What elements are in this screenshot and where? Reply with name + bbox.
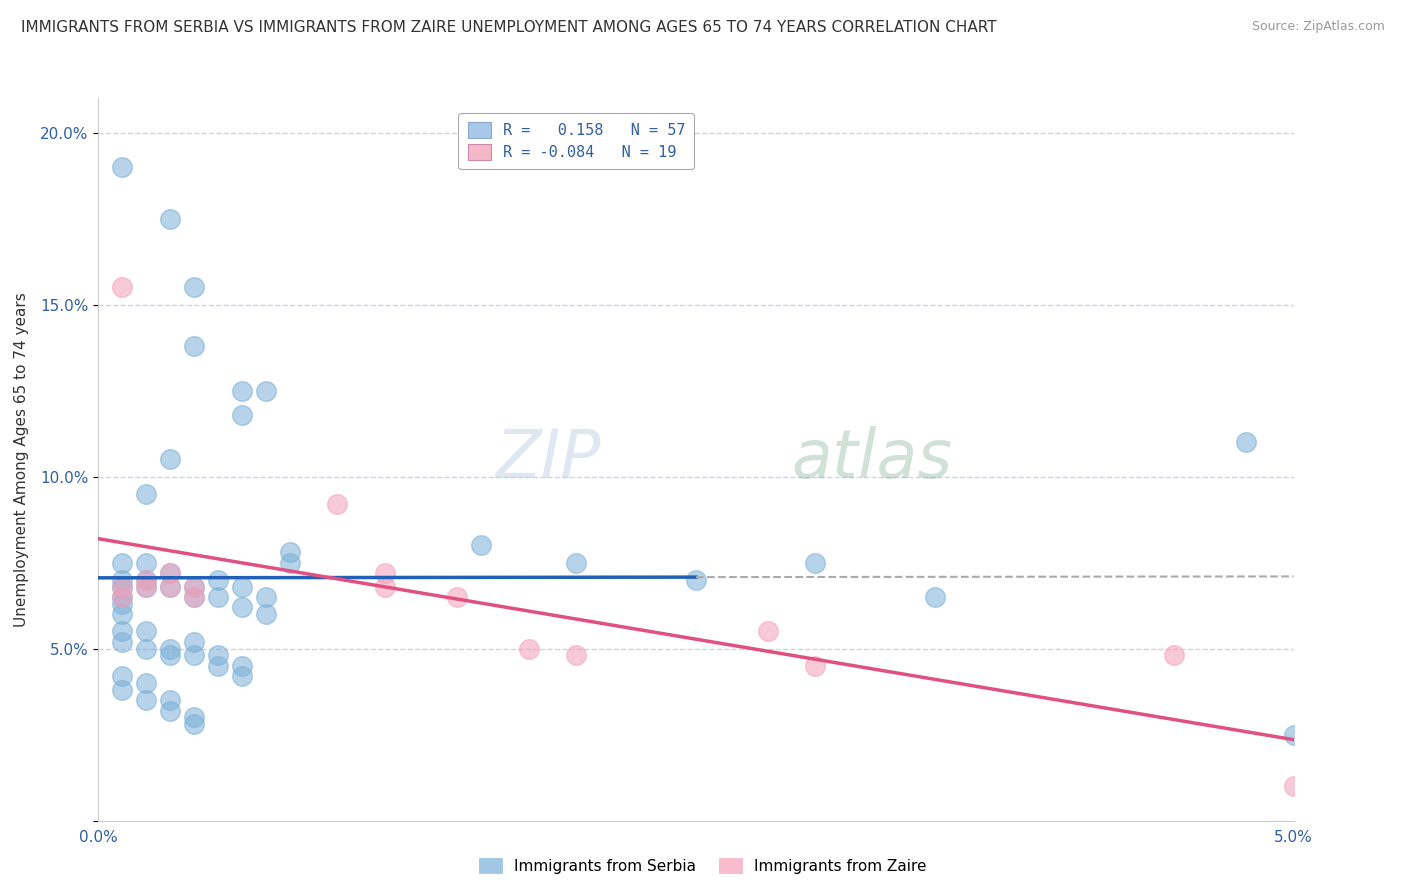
Point [111,556,134,570]
Point [685,573,707,587]
Point [231,580,253,594]
Point [111,634,134,648]
Point [231,600,253,615]
Point [135,641,157,656]
Point [183,280,205,294]
Point [804,658,827,673]
Point [135,556,157,570]
Text: IMMIGRANTS FROM SERBIA VS IMMIGRANTS FROM ZAIRE UNEMPLOYMENT AMONG AGES 65 TO 74: IMMIGRANTS FROM SERBIA VS IMMIGRANTS FRO… [21,20,997,35]
Point [183,590,205,604]
Text: Source: ZipAtlas.com: Source: ZipAtlas.com [1251,20,1385,33]
Point [1163,648,1185,663]
Point [135,487,157,501]
Point [183,580,205,594]
Point [159,211,181,226]
Point [374,566,396,580]
Point [183,339,205,353]
Point [111,624,134,639]
Point [111,682,134,697]
Point [135,624,157,639]
Point [159,693,181,707]
Point [1282,779,1305,793]
Point [111,590,134,604]
Point [111,580,134,594]
Point [111,590,134,604]
Point [231,658,253,673]
Point [159,452,181,467]
Point [111,280,134,294]
Point [326,497,349,511]
Point [135,580,157,594]
Point [183,580,205,594]
Legend: R =   0.158   N = 57, R = -0.084   N = 19: R = 0.158 N = 57, R = -0.084 N = 19 [458,113,695,169]
Point [183,717,205,731]
Point [183,648,205,663]
Point [278,545,301,559]
Point [254,590,277,604]
Point [446,590,468,604]
Point [517,641,540,656]
Point [254,607,277,622]
Point [924,590,946,604]
Point [135,573,157,587]
Point [159,566,181,580]
Point [207,573,229,587]
Point [470,538,492,552]
Point [207,658,229,673]
Y-axis label: Unemployment Among Ages 65 to 74 years: Unemployment Among Ages 65 to 74 years [14,292,30,627]
Point [111,573,134,587]
Point [135,580,157,594]
Point [159,580,181,594]
Point [565,556,588,570]
Point [159,641,181,656]
Point [804,556,827,570]
Point [159,704,181,718]
Point [1234,435,1257,450]
Point [231,408,253,422]
Point [159,566,181,580]
Point [565,648,588,663]
Point [111,597,134,611]
Point [278,556,301,570]
Point [135,693,157,707]
Point [374,580,396,594]
Point [254,384,277,398]
Point [231,384,253,398]
Point [111,580,134,594]
Text: ZIP: ZIP [495,426,600,492]
Point [207,590,229,604]
Point [231,669,253,683]
Point [111,669,134,683]
Text: atlas: atlas [792,426,953,492]
Point [159,648,181,663]
Point [183,634,205,648]
Point [183,710,205,724]
Point [207,648,229,663]
Point [135,676,157,690]
Legend: Immigrants from Serbia, Immigrants from Zaire: Immigrants from Serbia, Immigrants from … [472,852,934,880]
Point [183,590,205,604]
Point [159,580,181,594]
Point [756,624,779,639]
Point [1282,728,1305,742]
Point [135,573,157,587]
Point [111,607,134,622]
Point [111,160,134,174]
